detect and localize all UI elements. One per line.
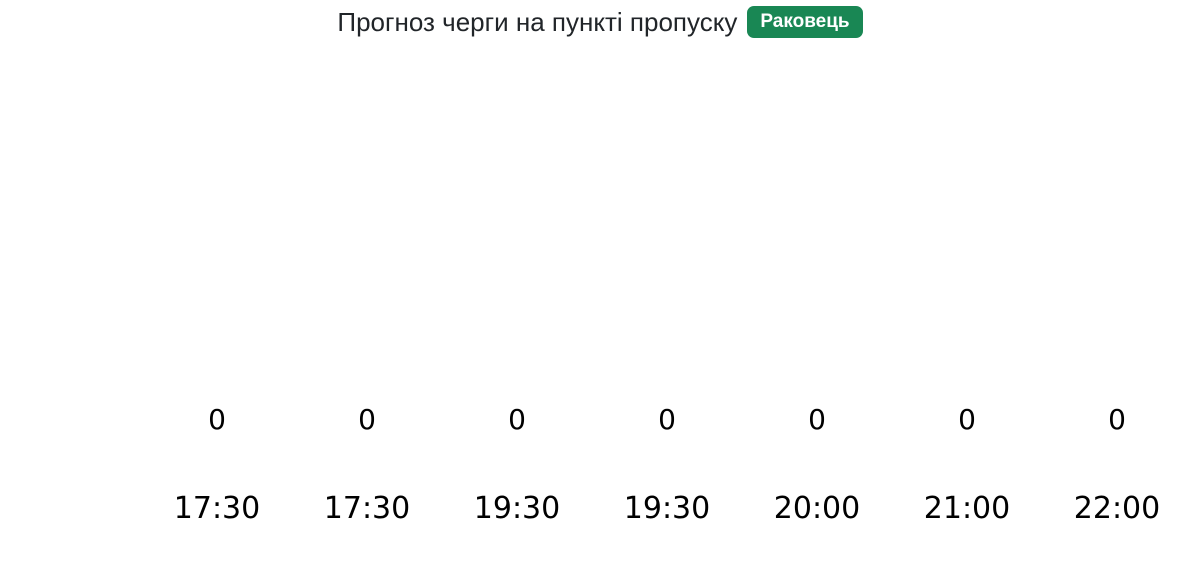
- bar-value-label: 0: [658, 403, 676, 436]
- x-axis-tick-label: 21:00: [923, 491, 1011, 526]
- chart-column: 0 20:00: [742, 404, 892, 527]
- bar-value-label: 0: [208, 403, 226, 436]
- chart-column: 0 17:30: [142, 404, 292, 527]
- bar-value-label: 0: [808, 403, 826, 436]
- page-header: Прогноз черги на пункті пропуску Раковец…: [0, 0, 1200, 42]
- chart-column: 0 17:30: [292, 404, 442, 527]
- chart-column: 0 21:00: [892, 404, 1042, 527]
- bar-value-label: 0: [1108, 403, 1126, 436]
- x-axis-tick-label: 20:00: [773, 491, 861, 526]
- checkpoint-badge: Раковець: [747, 5, 863, 39]
- bar-value-label: 0: [358, 403, 376, 436]
- x-axis-tick-label: 17:30: [173, 491, 261, 526]
- chart-column: 0 19:30: [592, 404, 742, 527]
- bar-value-label: 0: [958, 403, 976, 436]
- x-axis-tick-label: 19:30: [473, 491, 561, 526]
- bar-value-label: 0: [508, 403, 526, 436]
- x-axis-tick-label: 19:30: [623, 491, 711, 526]
- chart-column: 0 19:30: [442, 404, 592, 527]
- page-title: Прогноз черги на пункті пропуску: [337, 6, 738, 37]
- x-axis-tick-label: 22:00: [1073, 491, 1161, 526]
- chart-column: 0 22:00: [1042, 404, 1192, 527]
- x-axis-tick-label: 17:30: [323, 491, 411, 526]
- queue-forecast-chart: 0 17:30 0 17:30 0 19:30 0 19:30 0 20:00 …: [142, 404, 1192, 527]
